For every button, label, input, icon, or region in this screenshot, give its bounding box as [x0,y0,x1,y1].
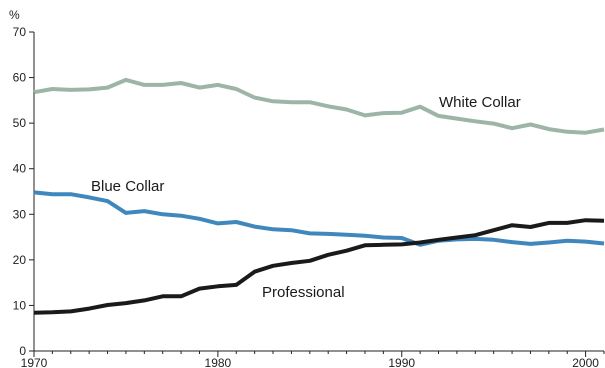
series-label-blue-collar: Blue Collar [91,178,164,195]
x-tick-label: 2000 [572,356,599,368]
series-group [33,77,605,315]
y-tick-label: 70 [13,25,27,39]
x-axis: 1970 1980 1990 2000 [21,351,605,368]
series-label-white-collar: White Collar [439,94,521,111]
y-tick-label: 30 [13,207,27,221]
series-line-blue-collar [33,190,605,247]
y-tick-label: 20 [13,253,27,267]
y-axis: 0 10 20 30 40 50 60 70 [13,25,34,358]
y-tick-label: 10 [13,298,27,312]
y-tick-label: 60 [13,71,27,85]
y-axis-unit-label: % [9,8,20,22]
series-label-professional: Professional [262,284,345,301]
y-tick-label: 0 [19,344,26,358]
y-tick-label: 50 [13,116,27,130]
series-line-professional [33,218,605,315]
series-line-white-collar [33,77,605,135]
x-tick-label: 1990 [388,356,415,368]
y-tick-label: 40 [13,162,27,176]
x-tick-label: 1980 [205,356,232,368]
x-tick-label: 1970 [21,356,48,368]
